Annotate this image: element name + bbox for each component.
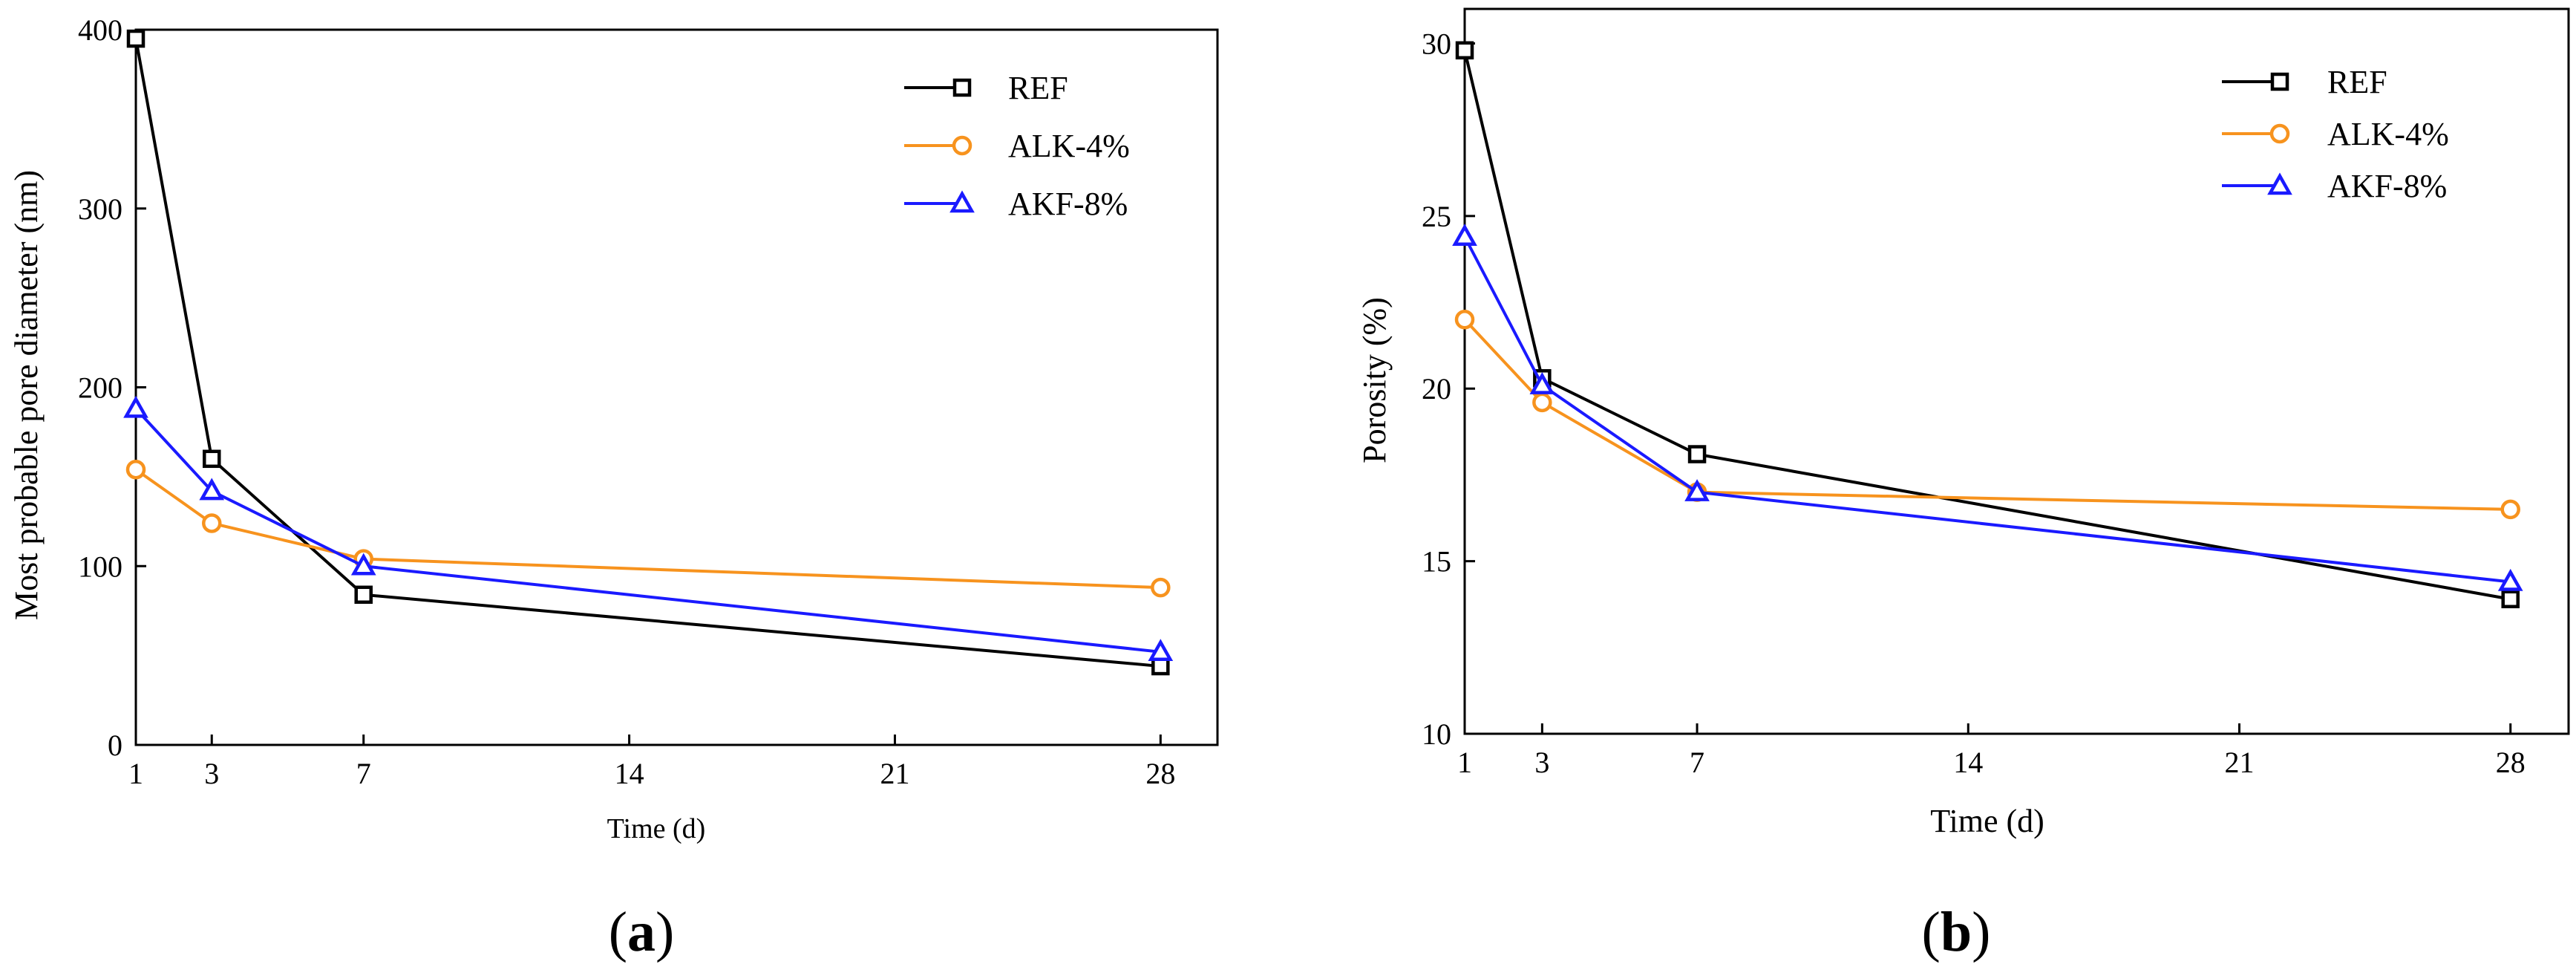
data-point: [2501, 590, 2520, 608]
y-tick-label: 400: [78, 13, 122, 47]
data-point: [126, 29, 146, 48]
x-tick-label: 3: [1534, 746, 1549, 779]
legend-label: AKF-8%: [2327, 168, 2447, 204]
data-point: [202, 449, 221, 469]
panel-label-open: (: [609, 901, 627, 963]
data-point: [1687, 445, 1707, 463]
data-point: [1532, 392, 1552, 413]
x-tick-label: 1: [128, 757, 143, 790]
x-tick-label: 21: [2225, 746, 2255, 779]
series-line: [1463, 318, 2511, 511]
panel-label-close: ): [1972, 901, 1990, 963]
x-tick-label: 21: [880, 757, 909, 790]
data-point: [125, 459, 146, 480]
legend-marker: [949, 190, 975, 213]
data-point: [1454, 310, 1475, 330]
panel-label-letter: b: [1941, 901, 1972, 963]
series-line: [1463, 50, 2511, 601]
panel-label-open: (: [1922, 901, 1941, 963]
chart-panel-a: 1 3 7 14 21 28 0 100 200 300 400 Most probable pore…: [8, 13, 1219, 963]
y-tick-label: 200: [78, 371, 122, 405]
data-point: [1151, 657, 1170, 676]
panel-label: (b): [1922, 901, 1991, 963]
y-tick-label: 25: [1422, 200, 1451, 233]
data-point: [1452, 224, 1477, 246]
chart-panel-b: 1 3 7 14 21 28 10 15 20 25 30 Porosity (%) Time (d) (…: [1356, 7, 2570, 963]
x-axis-label: Time (d): [1930, 803, 2044, 839]
y-tick-label: 100: [78, 550, 122, 583]
x-tick-label: 28: [2496, 746, 2526, 779]
y-tick-label: 15: [1422, 545, 1451, 579]
legend-marker: [2270, 72, 2289, 91]
legend-marker: [2267, 172, 2292, 195]
panel-label: (a): [609, 901, 675, 963]
legend-label: REF: [1008, 70, 1068, 106]
data-point: [1529, 372, 1555, 394]
legend-marker: [2269, 123, 2290, 144]
data-point: [123, 395, 148, 418]
data-point: [201, 513, 222, 533]
data-point: [1684, 479, 1710, 501]
legend-label: ALK-4%: [2327, 116, 2449, 152]
data-point: [350, 553, 376, 576]
legend-marker: [952, 78, 972, 97]
x-tick-label: 1: [1457, 746, 1472, 779]
x-tick-label: 28: [1145, 757, 1175, 790]
series-line: [134, 38, 1161, 668]
legend: REF ALK-4% AKF-8%: [2222, 64, 2449, 204]
data-point: [1151, 577, 1171, 598]
legend-label: AKF-8%: [1008, 186, 1128, 222]
y-axis-label: Most probable pore diameter (nm): [8, 170, 45, 620]
series-akf-8-: [123, 395, 1174, 662]
plot-frame: [1463, 7, 2570, 735]
legend-label: REF: [2327, 64, 2387, 100]
y-tick-label: 20: [1422, 372, 1451, 406]
y-axis-label: Porosity (%): [1356, 297, 1393, 463]
legend: REF ALK-4% AKF-8%: [904, 70, 1130, 222]
x-tick-label: 7: [356, 757, 371, 790]
y-tick-label: 300: [78, 192, 122, 226]
x-axis-label: Time (d): [607, 813, 706, 844]
data-point: [1455, 41, 1474, 60]
data-point: [199, 478, 225, 501]
x-tick-label: 14: [1953, 746, 1983, 779]
legend-label: ALK-4%: [1008, 128, 1130, 164]
series-alk-4-: [125, 459, 1171, 598]
series-line: [1463, 235, 2511, 584]
data-point: [2500, 499, 2520, 520]
x-tick-label: 7: [1690, 746, 1704, 779]
x-tick-label: 14: [615, 757, 644, 790]
y-tick-label: 0: [108, 729, 122, 762]
legend-marker: [952, 135, 972, 156]
series-line: [134, 408, 1161, 654]
y-tick-label: 30: [1422, 27, 1451, 60]
panel-label-letter: a: [627, 901, 656, 963]
data-point: [2497, 568, 2523, 591]
data-point: [354, 585, 373, 605]
data-point: [1148, 639, 1174, 662]
panel-label-close: ): [656, 901, 674, 963]
series-line: [134, 468, 1161, 590]
x-tick-label: 3: [204, 757, 219, 790]
series-ref: [126, 29, 1170, 676]
series-akf-8-: [1452, 224, 2523, 591]
y-tick-label: 10: [1422, 717, 1451, 751]
